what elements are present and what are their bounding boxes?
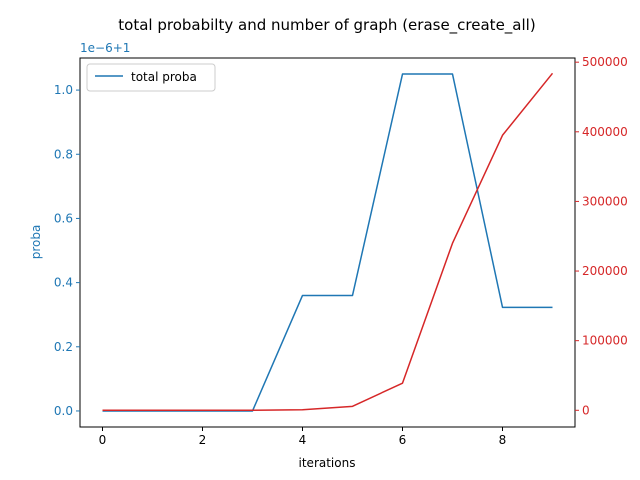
x-axis: 0 2 4 6 8: [99, 427, 507, 447]
series-line-right-axis-series: [102, 72, 554, 412]
right-y-tick-label: 0: [582, 403, 590, 417]
right-y-tick-label: 400000: [582, 125, 628, 139]
x-tick-label: 6: [399, 433, 407, 447]
legend-label-total-proba: total proba: [131, 70, 197, 84]
left-y-axis-label: proba: [29, 225, 43, 260]
right-y-tick-label: 500000: [582, 55, 628, 69]
left-y-tick-label: 0.4: [54, 276, 73, 290]
left-y-tick-label: 0.2: [54, 340, 73, 354]
right-y-tick-label: 100000: [582, 334, 628, 348]
left-y-tick-label: 0.6: [54, 211, 73, 225]
right-y-tick-label: 300000: [582, 194, 628, 208]
series-layer: [102, 72, 554, 412]
x-tick-label: 0: [99, 433, 107, 447]
left-y-tick-label: 0.8: [54, 147, 73, 161]
plot-frame: [79, 57, 576, 428]
left-axis-offset-text: 1e−6+1: [80, 41, 130, 55]
legend: total proba: [86, 63, 216, 92]
x-axis-label: iterations: [299, 456, 356, 470]
left-y-tick-label: 0.0: [54, 404, 73, 418]
series-line-total-proba: [102, 73, 553, 412]
x-tick-label: 2: [199, 433, 207, 447]
right-y-tick-label: 200000: [582, 264, 628, 278]
left-y-axis: 0.0 0.2 0.4 0.6 0.8 1.0: [54, 83, 80, 418]
right-y-axis: 0 100000 200000 300000 400000 500000: [575, 55, 628, 417]
chart-title: total probabilty and number of graph (er…: [118, 16, 535, 35]
legend-frame: [86, 63, 216, 92]
left-y-tick-label: 1.0: [54, 83, 73, 97]
x-tick-label: 4: [299, 433, 307, 447]
x-tick-label: 8: [499, 433, 507, 447]
